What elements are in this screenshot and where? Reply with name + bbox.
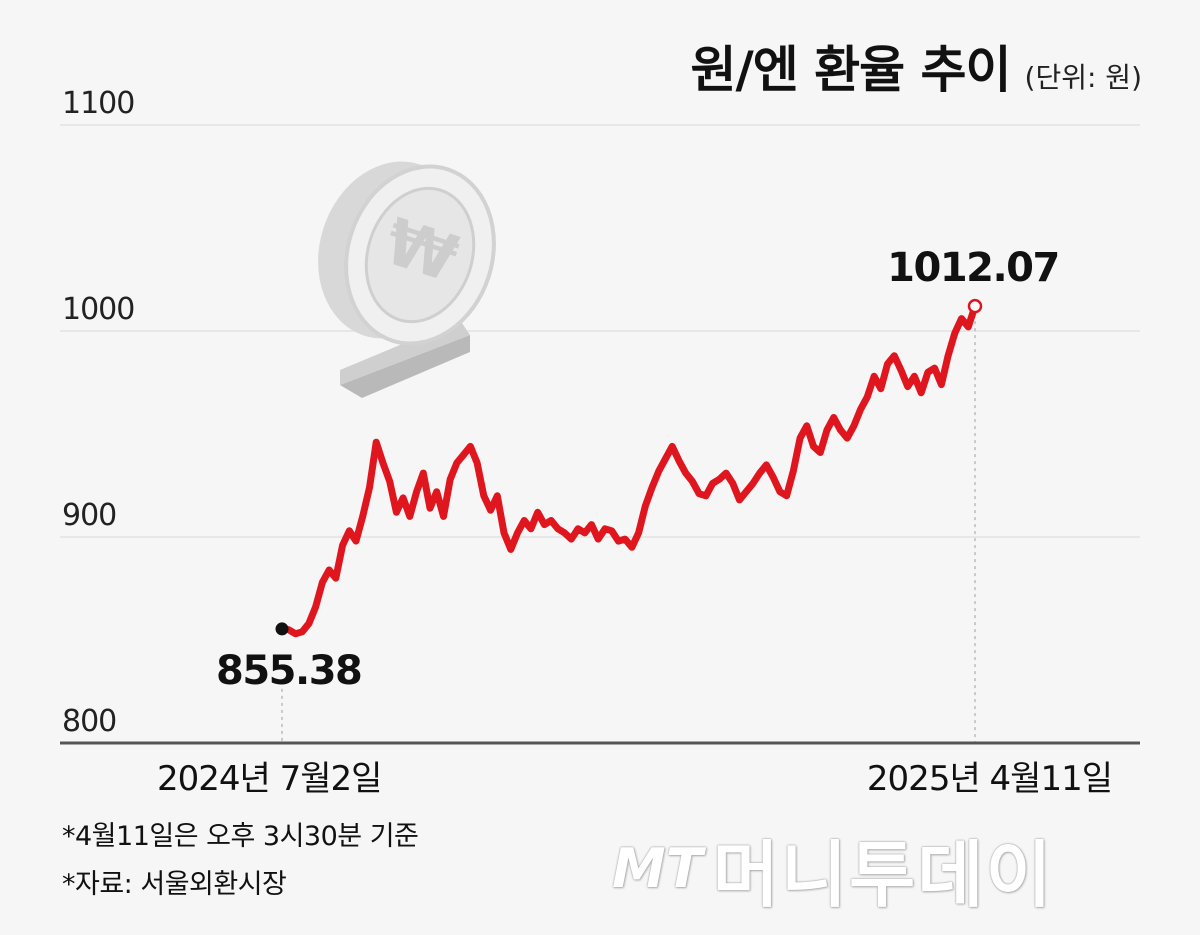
unit-label: (단위: 원) [1024, 61, 1142, 94]
series-line-yen-rate [278, 302, 979, 638]
footnote-time: *4월11일은 오후 3시30분 기준 [62, 821, 419, 852]
y-tick-label: 800 [62, 704, 116, 739]
y-tick-label: 900 [62, 498, 116, 533]
y-axis-ticks: 800 900 1000 1100 [62, 86, 135, 739]
start-point-marker [275, 622, 289, 636]
footnote-source: *자료: 서울외환시장 [62, 869, 287, 900]
won-coin-icon: ₩ [318, 161, 496, 398]
start-value-label: 855.38 [216, 648, 361, 694]
watermark-mt-logo: MT [612, 837, 703, 900]
chart-header: 원/엔 환율 추이 (단위: 원) [690, 30, 1142, 102]
watermark-name: 머니투데이 [712, 833, 1054, 917]
x-start-label: 2024년 7월2일 [157, 759, 381, 799]
publisher-watermark: MT 머니투데이 [612, 816, 1054, 921]
x-end-label: 2025년 4월11일 [867, 759, 1112, 799]
y-tick-label: 1100 [62, 86, 134, 121]
chart-title: 원/엔 환율 추이 [690, 41, 1011, 99]
end-value-label: 1012.07 [887, 245, 1059, 291]
end-point-marker [967, 298, 983, 314]
y-tick-label: 1000 [62, 292, 134, 327]
grid-lines [60, 124, 1140, 538]
